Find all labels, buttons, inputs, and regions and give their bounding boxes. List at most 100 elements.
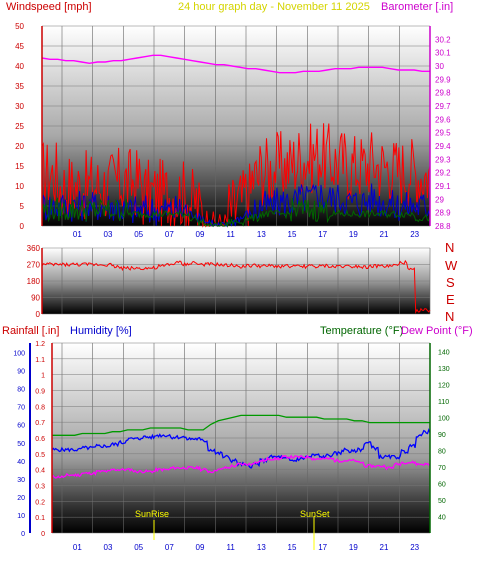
direction-y-tick-label: 0: [36, 310, 41, 319]
barometer-y-tick-label: 29.1: [435, 182, 451, 191]
wind-x-tick-label: 05: [134, 230, 143, 239]
humidity-axis-title: Humidity [%]: [70, 325, 132, 337]
rain-y-tick-label: 1: [41, 373, 45, 380]
windspeed-axis-title: Windspeed [mph]: [6, 1, 92, 13]
rainfall-axis-title: Rainfall [.in]: [2, 325, 59, 337]
wind-x-tick-label: 03: [104, 230, 113, 239]
compass-e: E: [446, 292, 455, 307]
wind-panel-axes: 0510152025303540455028.828.92929.129.229…: [15, 22, 451, 239]
direction-series-line: [41, 259, 431, 314]
wind-y-tick-label: 25: [15, 122, 24, 131]
wind-y-tick-label: 35: [15, 82, 24, 91]
rain-y-tick-label: 0.1: [35, 515, 45, 522]
barometer-y-tick-label: 30.1: [435, 49, 451, 58]
barometer-y-tick-label: 29.6: [435, 115, 451, 124]
humidity-y-tick-label: 80: [17, 387, 25, 394]
barometer-y-tick-label: 29: [435, 195, 444, 204]
temperature-y-tick-label: 50: [438, 498, 446, 505]
humidity-y-tick-label: 60: [17, 423, 25, 430]
barometer-y-tick-label: 29.5: [435, 129, 451, 138]
wind-x-tick-label: 19: [349, 230, 358, 239]
direction-y-tick-label: 270: [27, 261, 41, 270]
rain-y-tick-label: 1.2: [35, 341, 45, 348]
humidity-y-tick-label: 70: [17, 405, 25, 412]
barometer-y-tick-label: 29.2: [435, 169, 451, 178]
wind-x-tick-label: 21: [380, 230, 389, 239]
wind-y-tick-label: 15: [15, 162, 24, 171]
temperature-series-line: [52, 414, 430, 436]
barometer-series-line: [41, 54, 430, 74]
wind-x-tick-label: 09: [196, 230, 205, 239]
barometer-axis-title: Barometer [.in]: [381, 1, 453, 13]
temperature-y-tick-label: 70: [438, 465, 446, 472]
rain-panel-series: [51, 414, 431, 479]
dewpoint-series-line: [51, 454, 431, 479]
temperature-y-tick-label: 140: [438, 349, 450, 356]
rain-y-tick-label: 0.7: [35, 420, 45, 427]
rain-y-tick-label: 0.4: [35, 468, 45, 475]
graph-title: 24 hour graph day - November 11 2025: [178, 1, 370, 13]
wind-series-line: [41, 197, 431, 228]
wind-x-tick-label: 13: [257, 230, 266, 239]
rain-x-tick-label: 07: [165, 543, 174, 552]
wind-y-tick-label: 0: [20, 222, 25, 231]
rain-x-tick-label: 05: [134, 543, 143, 552]
rain-y-tick-label: 1.1: [35, 357, 45, 364]
barometer-y-tick-label: 30.2: [435, 35, 451, 44]
temperature-y-tick-label: 120: [438, 382, 450, 389]
wind-y-tick-label: 40: [15, 62, 24, 71]
humidity-y-tick-label: 30: [17, 477, 25, 484]
rain-x-tick-label: 15: [288, 543, 297, 552]
humidity-y-tick-label: 40: [17, 459, 25, 466]
wind-y-tick-label: 50: [15, 22, 24, 31]
compass-n-bottom: N: [445, 309, 454, 324]
wind-panel-series: [41, 54, 431, 228]
rain-x-tick-label: 03: [104, 543, 113, 552]
humidity-y-tick-label: 90: [17, 369, 25, 376]
temperature-y-tick-label: 60: [438, 481, 446, 488]
compass-s: S: [446, 275, 455, 290]
rain-x-tick-label: 13: [257, 543, 266, 552]
barometer-y-tick-label: 29.4: [435, 142, 451, 151]
temperature-y-tick-label: 130: [438, 366, 450, 373]
temperature-y-tick-label: 90: [438, 432, 446, 439]
barometer-y-tick-label: 28.8: [435, 222, 451, 231]
compass-labels: N W S E N: [445, 240, 458, 324]
barometer-y-tick-label: 29.9: [435, 75, 451, 84]
wind-y-tick-label: 45: [15, 42, 24, 51]
barometer-y-tick-label: 29.8: [435, 89, 451, 98]
rain-y-tick-label: 0.6: [35, 436, 45, 443]
direction-y-tick-label: 360: [27, 244, 41, 253]
direction-panel-series: [41, 259, 431, 314]
rain-x-tick-label: 17: [318, 543, 327, 552]
wind-x-tick-label: 07: [165, 230, 174, 239]
rain-x-tick-label: 21: [380, 543, 389, 552]
wind-x-tick-label: 01: [73, 230, 82, 239]
rain-x-tick-label: 23: [410, 543, 419, 552]
wind-y-tick-label: 30: [15, 102, 24, 111]
humidity-y-tick-label: 20: [17, 495, 25, 502]
humidity-y-tick-label: 0: [21, 531, 25, 538]
barometer-y-tick-label: 29.3: [435, 155, 451, 164]
direction-panel-grid: [42, 247, 431, 315]
wind-x-tick-label: 23: [410, 230, 419, 239]
rain-x-tick-label: 09: [196, 543, 205, 552]
wind-y-tick-label: 5: [20, 202, 25, 211]
sunset-label: SunSet: [300, 509, 330, 519]
direction-y-tick-label: 90: [31, 294, 40, 303]
temperature-axis-title: Temperature (°F): [320, 325, 403, 337]
rain-y-tick-label: 0.3: [35, 484, 45, 491]
sunrise-label: SunRise: [135, 509, 169, 519]
barometer-y-tick-label: 30: [435, 62, 444, 71]
wind-y-tick-label: 20: [15, 142, 24, 151]
barometer-y-tick-label: 28.9: [435, 209, 451, 218]
rain-y-tick-label: 0.9: [35, 389, 45, 396]
rain-x-tick-label: 01: [73, 543, 82, 552]
temperature-y-tick-label: 110: [438, 399, 449, 406]
temperature-y-tick-label: 80: [438, 448, 446, 455]
direction-y-tick-label: 180: [27, 277, 41, 286]
rain-y-tick-label: 0: [41, 531, 45, 538]
compass-w: W: [445, 258, 458, 273]
